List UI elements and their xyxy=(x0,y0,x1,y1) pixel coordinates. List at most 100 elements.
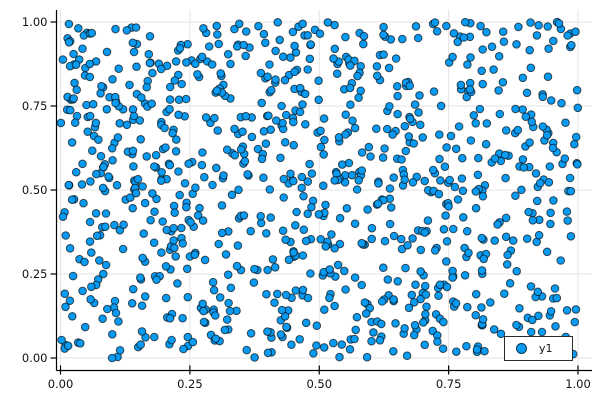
data-point xyxy=(148,189,157,198)
data-point xyxy=(91,209,101,218)
data-point xyxy=(115,119,124,128)
data-point xyxy=(180,179,190,188)
data-point xyxy=(129,111,139,121)
data-point xyxy=(103,304,112,314)
data-point xyxy=(282,322,291,332)
data-point xyxy=(319,114,329,123)
data-point xyxy=(92,231,102,241)
data-point xyxy=(314,95,324,105)
data-point xyxy=(372,124,381,133)
data-point xyxy=(236,145,246,154)
data-point xyxy=(410,320,420,330)
data-point xyxy=(513,125,523,135)
data-point xyxy=(246,226,255,236)
data-point xyxy=(432,27,442,36)
data-point xyxy=(357,166,367,175)
data-point xyxy=(451,299,461,308)
data-point xyxy=(170,243,179,253)
data-point xyxy=(131,188,141,198)
data-point xyxy=(226,283,236,293)
data-point xyxy=(199,306,208,316)
data-point xyxy=(393,91,402,101)
data-point xyxy=(145,58,155,68)
data-point xyxy=(400,121,410,131)
data-point xyxy=(542,130,552,140)
data-point xyxy=(359,31,369,41)
data-point xyxy=(453,195,463,204)
data-point xyxy=(301,236,311,246)
data-point xyxy=(223,270,233,280)
data-point xyxy=(573,103,583,113)
data-point xyxy=(169,236,178,245)
data-point xyxy=(316,142,326,152)
data-point xyxy=(128,146,138,156)
data-point xyxy=(346,61,355,70)
data-point xyxy=(557,98,566,108)
data-point xyxy=(341,110,351,119)
data-point xyxy=(466,53,475,62)
data-point xyxy=(389,347,398,356)
data-point xyxy=(565,173,575,183)
data-point xyxy=(453,37,463,47)
data-point xyxy=(157,168,166,177)
data-point xyxy=(233,241,243,250)
data-point xyxy=(303,31,313,40)
data-point xyxy=(494,86,503,95)
data-point xyxy=(122,26,132,35)
data-point xyxy=(78,44,87,54)
data-point xyxy=(462,226,472,236)
data-point xyxy=(119,220,128,229)
data-point xyxy=(115,346,125,355)
data-point xyxy=(140,198,150,208)
data-point xyxy=(414,108,423,117)
data-point xyxy=(257,154,267,164)
data-point xyxy=(361,309,371,318)
data-point xyxy=(87,282,96,292)
data-point xyxy=(79,198,88,208)
data-point xyxy=(290,67,299,77)
data-point xyxy=(191,183,200,192)
data-point xyxy=(239,40,248,50)
data-point xyxy=(546,96,556,105)
data-point xyxy=(63,341,73,351)
data-point xyxy=(501,213,511,223)
data-point xyxy=(127,299,137,308)
data-point xyxy=(525,138,534,147)
data-point xyxy=(64,180,73,190)
data-point xyxy=(518,155,528,164)
data-point xyxy=(178,239,187,248)
data-point xyxy=(291,221,300,230)
data-point xyxy=(168,128,177,138)
data-point xyxy=(235,19,244,29)
data-point xyxy=(138,253,147,263)
data-point xyxy=(476,21,485,31)
data-point xyxy=(175,44,185,53)
data-point xyxy=(80,257,89,267)
data-point xyxy=(380,144,389,153)
data-point xyxy=(397,155,406,164)
x-tick-label: 0.50 xyxy=(306,377,332,391)
data-point xyxy=(332,69,342,78)
data-point xyxy=(360,298,370,307)
data-point xyxy=(225,306,235,316)
data-point xyxy=(108,75,117,84)
data-point xyxy=(160,123,169,133)
data-point xyxy=(65,296,75,306)
data-point xyxy=(240,156,250,166)
data-point xyxy=(405,81,415,91)
data-point xyxy=(107,353,117,363)
data-point xyxy=(232,261,242,271)
data-point xyxy=(350,219,360,228)
data-point xyxy=(193,70,202,79)
data-point xyxy=(532,31,542,40)
data-point xyxy=(325,293,334,303)
data-point xyxy=(533,287,543,297)
data-point xyxy=(179,344,188,354)
data-point xyxy=(295,107,305,117)
data-point xyxy=(316,235,326,244)
data-point xyxy=(329,54,338,63)
data-point xyxy=(400,175,410,184)
data-point xyxy=(173,279,182,288)
data-point xyxy=(305,159,314,169)
data-point xyxy=(64,38,74,47)
